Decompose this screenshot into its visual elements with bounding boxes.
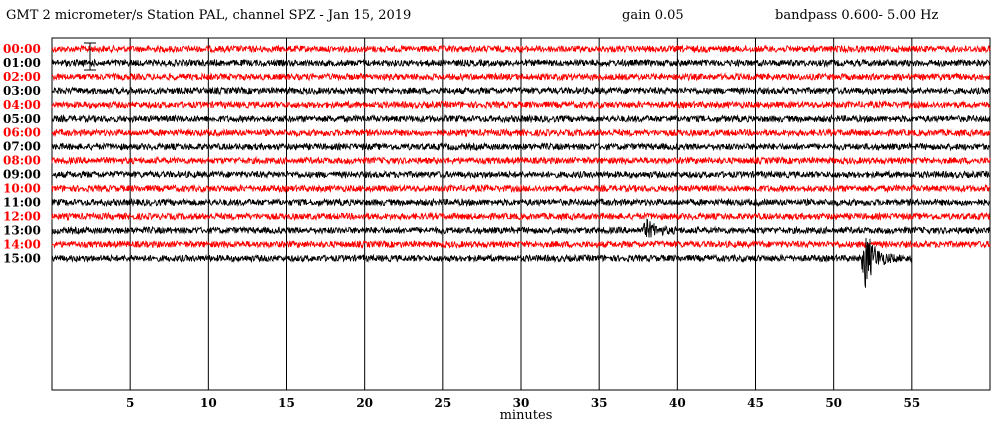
seismic-trace xyxy=(51,72,991,82)
hour-label: 04:00 xyxy=(3,98,41,112)
hour-label: 11:00 xyxy=(3,195,41,209)
hour-label: 12:00 xyxy=(3,209,41,223)
hour-label: 08:00 xyxy=(3,154,41,168)
x-tick-label: 50 xyxy=(825,396,842,410)
hour-label: 05:00 xyxy=(3,112,41,126)
x-tick-label: 45 xyxy=(747,396,764,410)
hour-label: 00:00 xyxy=(3,42,41,56)
seismic-trace xyxy=(51,99,991,110)
hour-label: 01:00 xyxy=(3,56,41,70)
hour-label: 02:00 xyxy=(3,70,41,84)
x-tick-label: 15 xyxy=(278,396,295,410)
x-tick-label: 25 xyxy=(434,396,451,410)
x-tick-label: 20 xyxy=(356,396,373,410)
hour-label: 06:00 xyxy=(3,126,41,140)
seismic-trace xyxy=(51,86,991,96)
chart-header: GMT 2 micrometer/s Station PAL, channel … xyxy=(6,8,938,23)
x-tick-label: 5 xyxy=(126,396,134,410)
seismic-trace xyxy=(51,141,991,152)
x-tick-label: 40 xyxy=(669,396,686,410)
x-tick-label: 55 xyxy=(903,396,920,410)
gain-label: gain 0.05 xyxy=(622,8,684,23)
hour-label: 14:00 xyxy=(3,237,41,251)
amplitude-scale-bar xyxy=(84,42,96,71)
seismic-trace xyxy=(51,169,991,180)
seismic-trace xyxy=(51,238,912,288)
x-axis-label: minutes xyxy=(500,408,553,423)
hour-label: 10:00 xyxy=(3,182,41,196)
x-tick-label: 10 xyxy=(200,396,217,410)
hour-labels: 00:0001:0002:0003:0004:0005:0006:0007:00… xyxy=(3,42,41,265)
seismic-trace xyxy=(51,155,991,166)
seismic-trace xyxy=(51,44,991,54)
hour-label: 15:00 xyxy=(3,251,41,265)
seismic-trace xyxy=(51,239,991,250)
hour-label: 09:00 xyxy=(3,168,41,182)
seismic-trace xyxy=(51,113,991,124)
hour-label: 13:00 xyxy=(3,223,41,237)
x-tick-labels: 5 10 15 20 25 30 35 40 45 50 55 xyxy=(126,396,920,410)
seismic-trace xyxy=(51,58,991,68)
seismic-trace xyxy=(51,197,991,208)
seismic-trace xyxy=(51,183,991,194)
seismic-trace xyxy=(51,127,991,138)
trace-group xyxy=(51,44,991,288)
x-tick-label: 30 xyxy=(513,396,530,410)
seismic-trace xyxy=(51,218,991,238)
hour-label: 03:00 xyxy=(3,84,41,98)
chart-title: GMT 2 micrometer/s Station PAL, channel … xyxy=(6,8,411,23)
hour-label: 07:00 xyxy=(3,140,41,154)
seismic-trace xyxy=(51,211,991,222)
x-tick-label: 35 xyxy=(591,396,608,410)
bandpass-label: bandpass 0.600- 5.00 Hz xyxy=(775,8,938,23)
